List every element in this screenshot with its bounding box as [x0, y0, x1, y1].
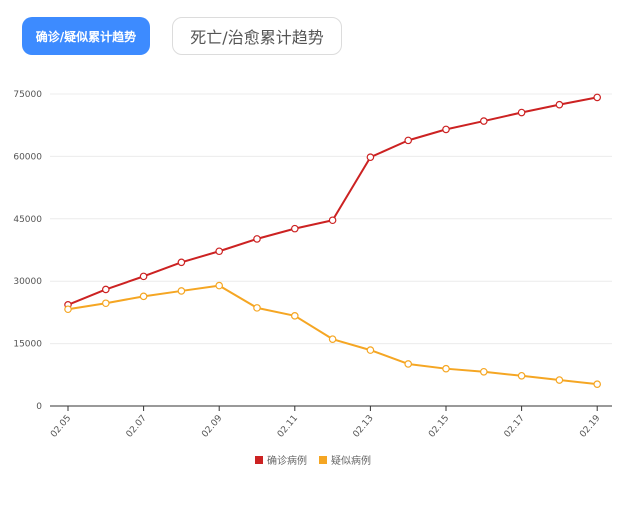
- data-point[interactable]: [366, 346, 375, 354]
- data-point[interactable]: [64, 305, 72, 314]
- trend-tabs: 确诊/疑似累计趋势 死亡/治愈累计趋势: [0, 0, 630, 70]
- y-tick-label: 45000: [13, 215, 42, 225]
- legend: 确诊病例 疑似病例: [255, 454, 371, 467]
- x-tick-label: 02.13: [351, 414, 375, 440]
- series-group: [64, 93, 602, 388]
- data-point[interactable]: [555, 100, 564, 109]
- data-point[interactable]: [479, 367, 488, 376]
- data-point[interactable]: [290, 224, 299, 233]
- y-tick-label: 60000: [13, 152, 42, 162]
- y-tick-label: 75000: [13, 90, 42, 100]
- legend-label: 疑似病例: [331, 454, 371, 467]
- x-tick-label: 02.19: [578, 413, 602, 439]
- tab-death-recovered-trend[interactable]: 死亡/治愈累计趋势: [172, 17, 342, 55]
- data-point[interactable]: [366, 153, 375, 162]
- data-point[interactable]: [139, 272, 148, 281]
- series-line: [67, 96, 598, 306]
- x-tick-label: 02.09: [200, 413, 224, 439]
- data-point[interactable]: [404, 360, 413, 368]
- x-tick-label: 02.05: [49, 414, 73, 440]
- data-point[interactable]: [479, 117, 488, 125]
- tab-confirmed-suspected-trend[interactable]: 确诊/疑似累计趋势: [22, 17, 150, 55]
- legend-swatch: [255, 456, 263, 464]
- data-point[interactable]: [593, 93, 602, 102]
- data-point[interactable]: [442, 364, 450, 373]
- legend-swatch: [319, 456, 327, 464]
- data-point[interactable]: [328, 216, 337, 225]
- data-point[interactable]: [517, 371, 526, 380]
- legend-label: 确诊病例: [267, 454, 307, 467]
- data-point[interactable]: [555, 376, 564, 384]
- data-point[interactable]: [253, 235, 261, 243]
- x-axis-labels: 02.05 02.07 02.09 02.11 02.13 02.15 02.17 02.19: [49, 413, 603, 439]
- data-point[interactable]: [290, 312, 299, 320]
- y-axis-labels: 0 15000 30000 45000 60000 75000: [13, 90, 42, 412]
- data-point[interactable]: [593, 380, 602, 388]
- data-point[interactable]: [215, 281, 224, 290]
- series-confirmed: [64, 93, 602, 309]
- data-point[interactable]: [442, 125, 450, 134]
- data-point[interactable]: [102, 299, 110, 308]
- axes: [50, 405, 612, 411]
- data-point[interactable]: [177, 287, 186, 295]
- data-point[interactable]: [253, 304, 261, 312]
- x-tick-label: 02.11: [276, 414, 300, 440]
- data-point[interactable]: [517, 108, 526, 117]
- data-point[interactable]: [328, 335, 337, 343]
- x-tick-label: 02.17: [503, 414, 527, 440]
- data-point[interactable]: [404, 136, 413, 145]
- y-tick-label: 15000: [13, 340, 42, 350]
- data-point[interactable]: [215, 247, 224, 256]
- series-suspected: [64, 281, 602, 388]
- x-tick-label: 02.15: [427, 414, 451, 440]
- y-tick-label: 0: [36, 402, 42, 412]
- y-tick-label: 30000: [13, 277, 42, 287]
- data-point[interactable]: [177, 258, 186, 267]
- data-point[interactable]: [139, 292, 148, 301]
- data-point[interactable]: [102, 285, 110, 294]
- series-line: [67, 284, 598, 386]
- x-tick-label: 02.07: [125, 414, 149, 440]
